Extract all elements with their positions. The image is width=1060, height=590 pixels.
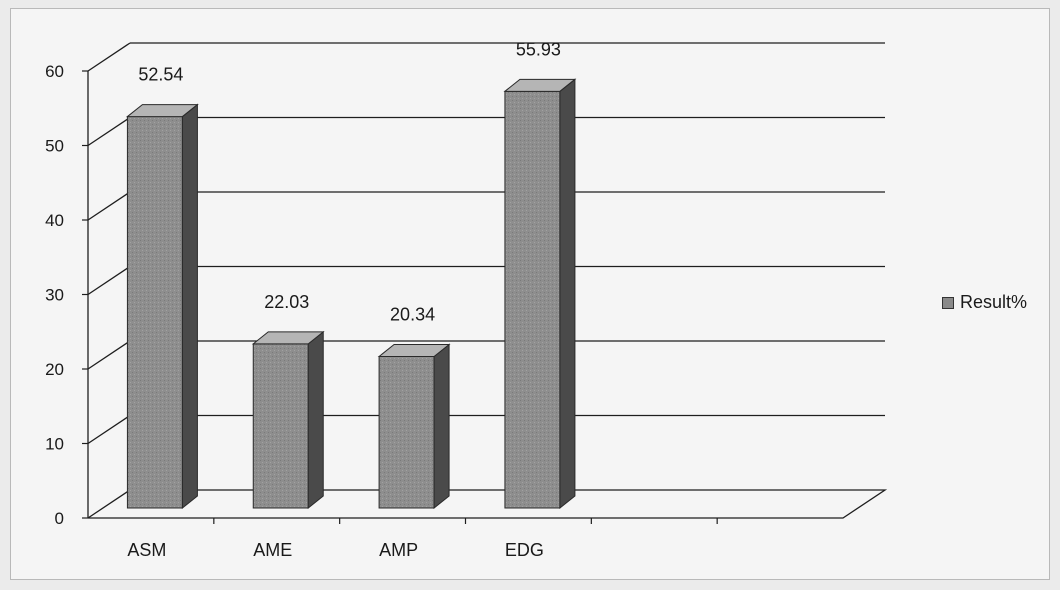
bar <box>503 78 577 510</box>
bar-top <box>251 331 325 345</box>
bar <box>377 343 451 510</box>
legend: Result% <box>942 292 1027 313</box>
y-tick-label: 0 <box>55 509 64 528</box>
y-tick-label: 10 <box>45 435 64 454</box>
bar-top <box>503 78 577 92</box>
bar-side <box>181 103 198 510</box>
gridline-diagonal <box>87 489 131 519</box>
gridline-diagonal <box>87 191 131 221</box>
x-tick-label: EDG <box>505 540 544 560</box>
bar-front <box>126 116 183 509</box>
x-tick-label: AME <box>253 540 292 560</box>
data-label: 52.54 <box>138 65 183 85</box>
bar-top <box>377 343 451 357</box>
gridline-diagonal <box>87 340 131 370</box>
bar-front <box>378 355 435 509</box>
gridline-diagonal <box>87 414 131 445</box>
bar <box>125 103 199 510</box>
y-tick-label: 40 <box>45 211 64 230</box>
data-label: 20.34 <box>390 304 435 324</box>
data-label: 55.93 <box>516 39 561 59</box>
bar-side <box>559 78 576 510</box>
gridline-diagonal <box>87 265 131 296</box>
data-label: 22.03 <box>264 292 309 312</box>
x-tick-label: AMP <box>379 540 418 560</box>
bar-front <box>504 90 561 509</box>
bar-front <box>252 343 309 509</box>
y-tick-label: 20 <box>45 360 64 379</box>
bar <box>251 330 325 510</box>
bar-top <box>125 104 199 118</box>
bar-side <box>307 330 324 510</box>
y-tick-label: 30 <box>45 286 64 305</box>
bar-side <box>433 343 450 510</box>
gridline-diagonal <box>87 116 131 147</box>
floor-plane <box>88 489 888 519</box>
gridline-diagonal <box>87 42 131 72</box>
y-tick-label: 60 <box>45 62 64 81</box>
legend-swatch <box>942 296 954 309</box>
legend-label: Result% <box>960 292 1028 312</box>
y-tick-label: 50 <box>45 137 64 156</box>
x-tick-label: ASM <box>127 540 166 560</box>
